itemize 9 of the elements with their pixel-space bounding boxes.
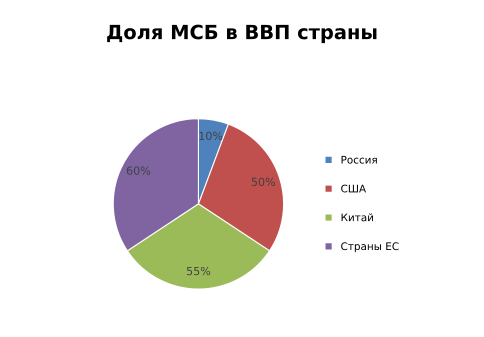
legend-label: Страны ЕС [341, 242, 399, 252]
legend-label: США [341, 184, 366, 192]
legend-label: Россия [342, 156, 377, 164]
data-label: 60% [126, 166, 150, 175]
data-label: 55% [186, 266, 210, 276]
data-label: 50% [252, 178, 275, 186]
data-label: 10% [199, 132, 222, 140]
chart-title: Доля МСБ в ВВП страны [107, 24, 376, 44]
legend-label: Китай [342, 213, 374, 222]
